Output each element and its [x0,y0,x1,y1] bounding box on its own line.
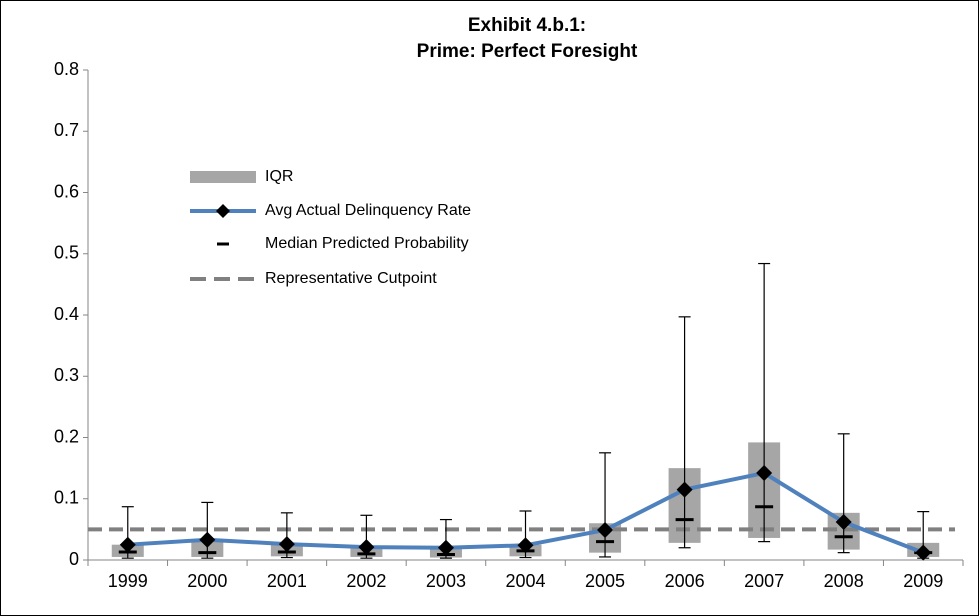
avg-marker [676,481,693,498]
y-tick-label: 0.6 [54,181,79,201]
y-tick-label: 0.8 [54,59,79,79]
x-tick-label: 2007 [744,571,784,591]
chart-title: Exhibit 4.b.1: [468,15,586,36]
legend-label: Median Predicted Probability [265,235,469,252]
y-tick-label: 0.7 [54,120,79,140]
x-tick-label: 1999 [108,571,148,591]
legend-label: IQR [265,168,293,185]
y-tick-label: 0.4 [54,304,79,324]
legend-swatch [216,204,230,218]
x-tick-label: 2002 [346,571,386,591]
x-tick-label: 2006 [665,571,705,591]
x-tick-label: 2005 [585,571,625,591]
x-tick-label: 2004 [505,571,545,591]
avg-marker [119,536,136,553]
avg-marker [437,539,454,556]
y-tick-label: 0.1 [54,488,79,508]
legend-label: Representative Cutpoint [265,270,437,287]
y-tick-label: 0.3 [54,365,79,385]
legend-swatch [190,171,256,183]
y-tick-label: 0.2 [54,426,79,446]
legend-label: Avg Actual Delinquency Rate [265,202,471,219]
avg-marker [199,531,216,548]
avg-marker [517,537,534,554]
avg-marker [915,544,932,561]
y-tick-label: 0 [69,549,79,569]
avg-marker [358,539,375,556]
x-tick-label: 2009 [903,571,943,591]
x-tick-label: 2008 [824,571,864,591]
avg-marker [835,514,852,531]
avg-marker [756,465,773,482]
x-tick-label: 2001 [267,571,307,591]
avg-marker [597,521,614,538]
x-tick-label: 2000 [187,571,227,591]
avg-marker [278,536,295,553]
x-tick-label: 2003 [426,571,466,591]
y-tick-label: 0.5 [54,243,79,263]
chart-subtitle: Prime: Perfect Foresight [417,41,638,62]
